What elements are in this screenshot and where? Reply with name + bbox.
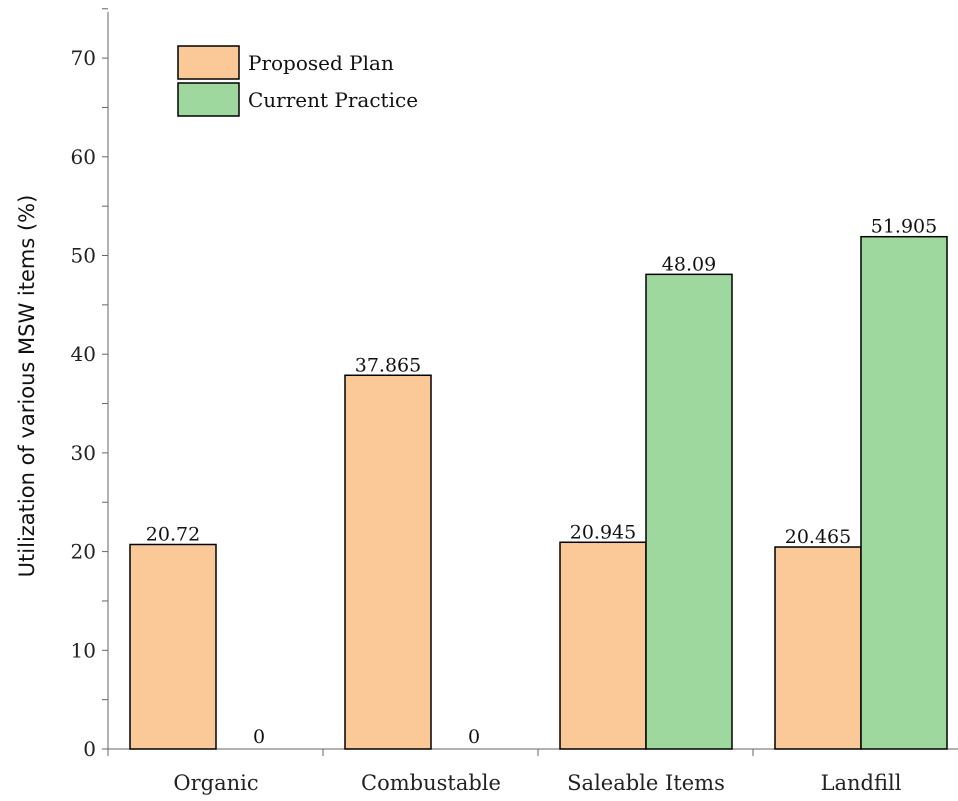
- legend-label: Current Practice: [248, 88, 418, 112]
- y-axis: 0 10 20 30 40 50 60 70: [71, 8, 109, 761]
- bar: [860, 235, 948, 750]
- data-label: 0: [468, 726, 480, 748]
- x-tick-label: Combustable: [361, 771, 501, 795]
- y-tick-label: 10: [71, 638, 96, 662]
- x-axis: Organic Combustable Saleable Items Landfill: [107, 748, 958, 795]
- bar: [559, 541, 647, 750]
- data-label: 0: [253, 726, 265, 748]
- data-labels: 20.72 37.865 20.945 20.465 0 0 48.09 51.905: [146, 216, 937, 748]
- data-label: 20.465: [785, 526, 851, 548]
- legend: Proposed Plan Current Practice: [177, 45, 418, 117]
- y-tick-label: 40: [71, 342, 96, 366]
- y-tick-label: 30: [71, 441, 96, 465]
- legend-swatch: [177, 45, 240, 80]
- y-axis-label: Utilization of various MSW items (%): [15, 195, 39, 578]
- data-label: 48.09: [662, 253, 716, 275]
- y-tick-label: 50: [71, 244, 96, 268]
- data-label: 20.945: [570, 521, 636, 543]
- bar: [774, 546, 862, 750]
- legend-label: Proposed Plan: [248, 51, 394, 75]
- bar: [129, 543, 217, 750]
- data-label: 51.905: [871, 216, 937, 238]
- y-tick-label: 20: [71, 540, 96, 564]
- y-tick-label: 70: [71, 46, 96, 70]
- legend-swatch: [177, 82, 240, 117]
- data-label: 20.72: [146, 523, 200, 545]
- x-tick-label: Saleable Items: [567, 771, 725, 795]
- x-tick-label: Landfill: [821, 771, 902, 795]
- bar: [344, 374, 432, 750]
- bars: [129, 235, 948, 750]
- bar: [645, 273, 733, 750]
- data-label: 37.865: [355, 354, 421, 376]
- y-tick-label: 60: [71, 145, 96, 169]
- x-tick-label: Organic: [173, 771, 258, 795]
- y-tick-label: 0: [83, 737, 96, 761]
